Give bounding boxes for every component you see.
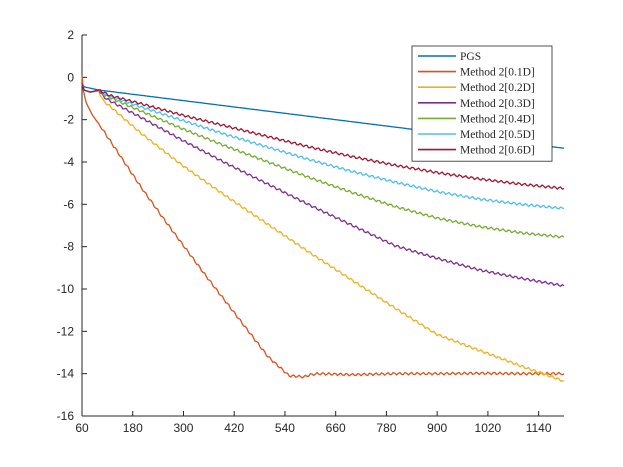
y-tick-label: -2 xyxy=(63,113,74,127)
x-tick-label: 1020 xyxy=(475,421,502,435)
series-line-6 xyxy=(81,83,565,190)
legend-label-3: Method 2[0.3D] xyxy=(460,98,535,110)
series-line-5 xyxy=(81,83,565,210)
legend: PGS Method 2[0.1D] Method 2[0.2D] Method 2[… xyxy=(411,45,553,162)
series-line-2 xyxy=(81,83,565,382)
y-tick-label: 0 xyxy=(67,70,74,84)
x-tick-label: 780 xyxy=(376,421,396,435)
legend-label-2: Method 2[0.2D] xyxy=(460,82,535,94)
x-tick-label: 900 xyxy=(427,421,447,435)
legend-label-4: Method 2[0.4D] xyxy=(460,113,535,125)
series-line-4 xyxy=(81,83,565,239)
legend-label-0: PGS xyxy=(460,51,481,63)
x-tick-label: 300 xyxy=(173,421,193,435)
x-tick-label: 60 xyxy=(75,421,89,435)
y-tick-label: -16 xyxy=(57,409,75,423)
y-tick-label: -6 xyxy=(63,197,74,211)
series-line-3 xyxy=(81,83,565,287)
y-tick-label: -12 xyxy=(57,324,75,338)
x-tick-label: 1140 xyxy=(526,421,552,435)
x-tick-label: 180 xyxy=(123,421,143,435)
legend-label-6: Method 2[0.6D] xyxy=(460,145,535,157)
x-tick-label: 660 xyxy=(326,421,346,435)
y-tick-label: -4 xyxy=(63,155,74,169)
x-tick-label: 420 xyxy=(224,421,244,435)
y-tick-label: 2 xyxy=(67,28,74,42)
y-tick-label: -10 xyxy=(57,282,75,296)
y-tick-label: -14 xyxy=(57,367,75,381)
y-tick-label: -8 xyxy=(63,240,74,254)
legend-label-1: Method 2[0.1D] xyxy=(460,67,535,79)
series-line-1 xyxy=(81,75,565,379)
legend-label-5: Method 2[0.5D] xyxy=(460,129,535,141)
x-tick-label: 540 xyxy=(275,421,295,435)
